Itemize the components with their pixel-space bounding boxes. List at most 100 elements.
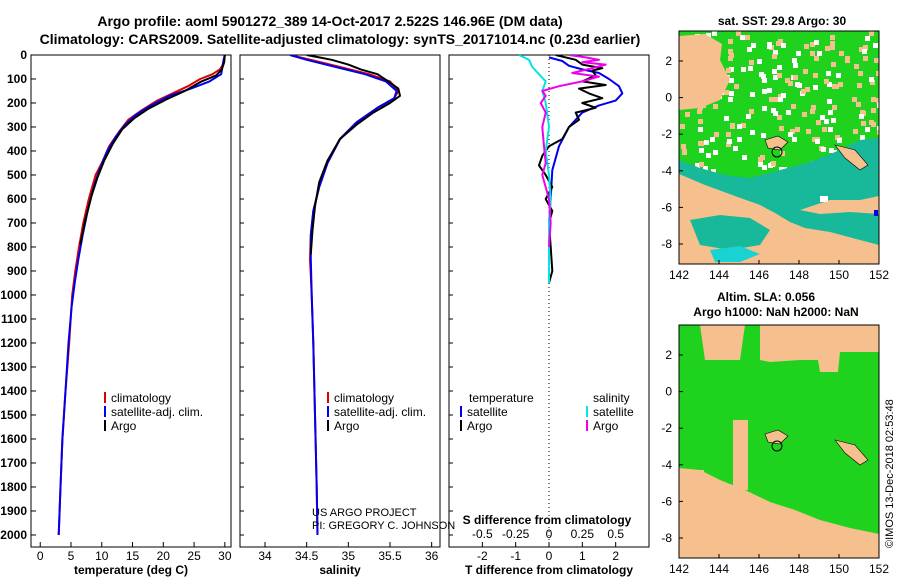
- sst-speckle: [779, 167, 784, 172]
- x-tick-label: 25: [187, 549, 201, 563]
- legend-label-climatology: climatology: [111, 391, 171, 405]
- sst-speckle: [829, 148, 834, 153]
- sst-speckle: [865, 36, 870, 41]
- map-y-tick-label: -2: [661, 421, 672, 435]
- sst-speckle: [685, 112, 690, 117]
- sst-speckle: [822, 127, 827, 132]
- map-bottom-axes: 2 0 -2 -4 -6 -8 142 144 146 148 150 152: [661, 348, 889, 576]
- sst-speckle: [729, 53, 734, 58]
- sst-speckle: [828, 110, 833, 115]
- sst-speckle: [828, 127, 833, 132]
- x-tick-label: 20: [157, 549, 171, 563]
- sst-speckle: [758, 162, 763, 167]
- difference-legend-temperature: temperature satellite Argo: [460, 391, 534, 433]
- sst-speckle: [771, 108, 776, 113]
- sst-speckle: [740, 35, 745, 40]
- sst-speckle: [698, 127, 703, 132]
- map-bottom-title1: Altim. SLA: 0.056: [717, 290, 815, 304]
- sst-speckle: [827, 82, 832, 87]
- sst-speckle: [825, 46, 830, 51]
- sst-speckle: [750, 130, 755, 135]
- map-bottom-frame: [678, 324, 880, 559]
- sst-speckle: [788, 81, 793, 86]
- salinity-series-group: [289, 55, 401, 536]
- sst-speckle: [747, 47, 752, 52]
- sst-speckle: [856, 102, 861, 107]
- x-tick-label: 0: [37, 549, 44, 563]
- map-y-tick-label: 2: [665, 348, 672, 362]
- sst-speckle: [795, 127, 800, 132]
- sst-speckle: [778, 97, 783, 102]
- sst-speckle: [741, 123, 746, 128]
- pi-label: PI: GREGORY C. JOHNSON: [312, 520, 455, 532]
- sst-speckle: [820, 115, 825, 120]
- title-line1: Argo profile: aoml 5901272_389 14-Oct-20…: [97, 13, 562, 29]
- sst-speckle: [773, 111, 778, 116]
- depth-tick-label: 1000: [0, 288, 27, 302]
- project-label: US ARGO PROJECT: [312, 507, 417, 519]
- sst-speckle: [777, 115, 782, 120]
- sst-speckle: [713, 104, 718, 109]
- sst-speckle: [811, 105, 816, 110]
- sst-speckle: [812, 137, 817, 142]
- sst-speckle: [831, 62, 836, 67]
- sst-speckle: [835, 135, 840, 140]
- salinity-line-climatology: [289, 55, 400, 536]
- map-x-tick-label: 152: [869, 562, 889, 576]
- sst-speckle: [748, 66, 753, 71]
- sst-speckle: [699, 162, 704, 167]
- map-bottom-land-newguinea: [679, 468, 879, 558]
- x-tick-label: 35.5: [378, 549, 402, 563]
- depth-tick-label: 200: [7, 96, 27, 110]
- sst-speckle: [726, 132, 731, 137]
- sst-speckle: [712, 31, 717, 36]
- sst-speckle: [780, 151, 785, 156]
- sst-speckle: [773, 97, 778, 102]
- map-bottom-land-patch: [733, 420, 748, 490]
- map-top-axes: 2 0 -2 -4 -6 -8 142 144 146 148 150 152: [661, 54, 889, 282]
- legend-label-satellite: satellite-adj. clim.: [334, 405, 426, 419]
- sst-speckle: [830, 35, 835, 40]
- map-x-tick-label: 152: [869, 268, 889, 282]
- sst-speckle: [792, 58, 797, 63]
- sst-speckle: [785, 78, 790, 83]
- sst-speckle: [733, 146, 738, 151]
- x-tick-label: 30: [218, 549, 232, 563]
- map-x-tick-label: 148: [789, 562, 809, 576]
- sst-speckle: [750, 92, 755, 97]
- depth-tick-label: 0: [20, 48, 27, 62]
- sst-speckle: [852, 97, 857, 102]
- x-tick-label: 35: [342, 549, 356, 563]
- sst-speckle: [816, 120, 821, 125]
- depth-tick-label: 700: [7, 216, 27, 230]
- difference-series-group: [518, 55, 624, 284]
- sst-speckle: [737, 124, 742, 129]
- temperature-series-group: [57, 55, 226, 536]
- map-y-tick-label: -4: [661, 458, 672, 472]
- map-top-frame: [678, 30, 880, 265]
- sst-speckle: [728, 39, 733, 44]
- depth-tick-label: 1900: [0, 504, 27, 518]
- sst-speckle: [682, 150, 687, 155]
- sst-speckle: [726, 142, 731, 147]
- sst-speckle: [793, 63, 798, 68]
- sst-speckle: [837, 138, 842, 143]
- map-x-tick-label: 146: [749, 268, 769, 282]
- map-top-gulf: [690, 215, 770, 250]
- x-tick-label: 0: [546, 549, 553, 563]
- difference-line-salinity-argo: [539, 55, 607, 248]
- sst-speckle: [704, 140, 709, 145]
- map-bottom-argo-marker: [771, 440, 783, 452]
- depth-tick-label: 1800: [0, 480, 27, 494]
- sst-speckle: [730, 124, 735, 129]
- depth-tick-label: 900: [7, 264, 27, 278]
- sst-speckle: [871, 108, 876, 113]
- sst-speckle: [839, 51, 844, 56]
- sst-speckle: [876, 98, 879, 103]
- map-y-tick-label: -6: [661, 494, 672, 508]
- sst-speckle: [879, 33, 884, 38]
- temperature-panel: [30, 54, 232, 548]
- depth-tick-label: 1500: [0, 408, 27, 422]
- salinity-line-argo: [306, 55, 401, 255]
- sst-speckle: [726, 68, 731, 73]
